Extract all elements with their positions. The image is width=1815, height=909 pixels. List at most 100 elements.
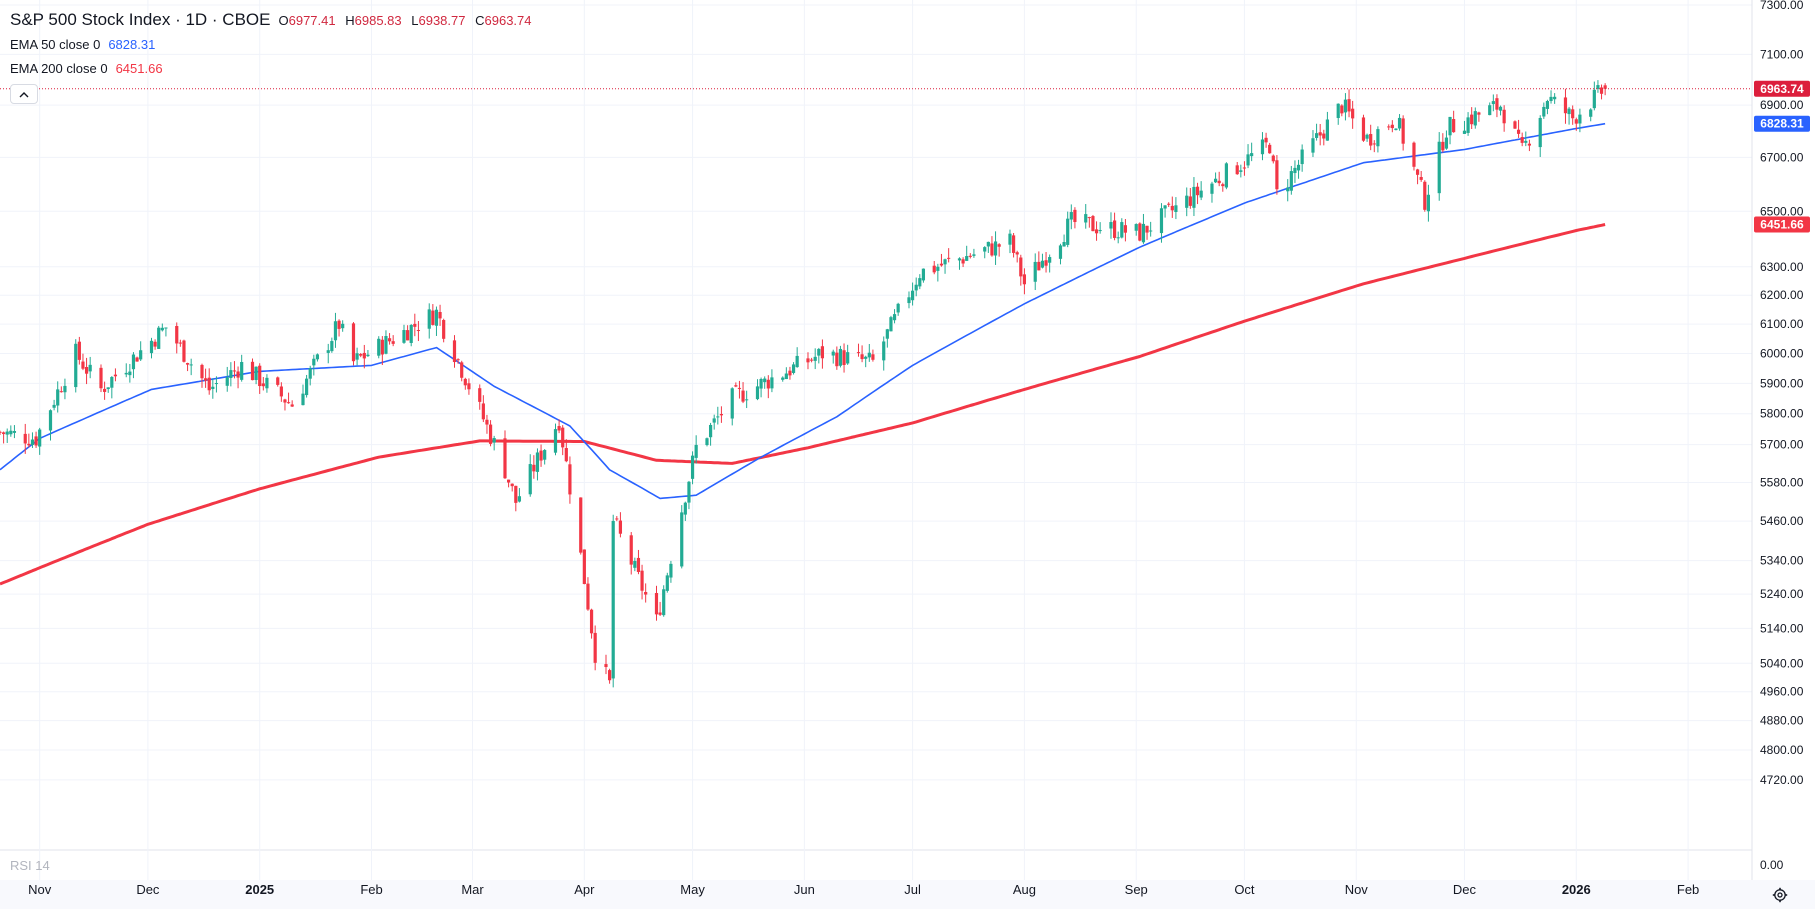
- candle-body: [1325, 119, 1330, 141]
- candle-body: [1520, 137, 1524, 143]
- candle-body: [1033, 261, 1037, 282]
- candle-body: [1542, 106, 1546, 117]
- ema50-label: EMA 50 close 0: [10, 36, 101, 52]
- candle-body: [618, 520, 623, 534]
- candle-body: [1516, 129, 1521, 134]
- candle-body: [175, 325, 179, 344]
- candle-body: [1174, 205, 1178, 212]
- close-label: C: [475, 12, 485, 28]
- ema50-line: [0, 122, 1606, 500]
- candle-body: [806, 358, 810, 363]
- candle-body: [1087, 217, 1091, 219]
- time-tick-label: Dec: [136, 882, 160, 897]
- price-tick-label: 5040.00: [1760, 656, 1804, 670]
- candle-body: [157, 327, 161, 349]
- candle-body: [1271, 155, 1275, 162]
- high-label: H: [345, 12, 355, 28]
- candle-body: [214, 383, 219, 385]
- time-tick-label: Oct: [1234, 882, 1255, 897]
- candle-body: [856, 352, 861, 354]
- candle-body: [1599, 87, 1604, 94]
- candle-body: [240, 361, 244, 380]
- ema200-legend[interactable]: EMA 200 close 0 6451.66: [10, 56, 538, 80]
- ema50-legend[interactable]: EMA 50 close 0 6828.31: [10, 32, 538, 56]
- candle-body: [990, 243, 994, 256]
- candle-body: [636, 557, 641, 572]
- collapse-legend-button[interactable]: [10, 84, 38, 104]
- candle-body: [178, 342, 182, 344]
- candle-body: [910, 290, 915, 301]
- candle-body: [103, 388, 107, 392]
- candle-body: [1066, 218, 1070, 245]
- candle-body: [510, 483, 514, 487]
- candle-body: [1213, 178, 1218, 183]
- candle-body: [185, 363, 190, 365]
- candle-body: [1286, 187, 1290, 192]
- candle-body: [456, 359, 460, 361]
- candle-body: [211, 386, 215, 389]
- candle-body: [1318, 132, 1322, 136]
- candle-body: [1199, 190, 1203, 198]
- gear-icon[interactable]: [1770, 885, 1790, 905]
- ema50-value: 6828.31: [108, 36, 156, 52]
- candle-body: [734, 385, 738, 387]
- candle-body: [27, 443, 31, 446]
- rsi-pane-label[interactable]: RSI 14: [10, 858, 50, 873]
- candle-body: [1491, 101, 1495, 105]
- candle-body: [705, 438, 709, 446]
- candle-body: [1376, 129, 1380, 147]
- time-axis[interactable]: Nov Dec 2025 Feb Mar Apr May Jun Jul Aug Sep Oct Nov…: [0, 880, 1815, 909]
- symbol-title[interactable]: S&P 500 Stock Index · 1D · CBOE: [10, 10, 271, 29]
- candle-body: [1390, 124, 1394, 129]
- candle-body: [52, 404, 56, 408]
- candle-body: [413, 323, 417, 327]
- candle-body: [604, 664, 608, 668]
- candle-body: [1596, 85, 1600, 89]
- candle-body: [1322, 133, 1326, 139]
- candle-body: [654, 592, 659, 615]
- candle-body: [1387, 126, 1391, 128]
- time-tick-label: Mar: [461, 882, 484, 897]
- candle-body: [564, 448, 568, 462]
- candle-body: [1094, 229, 1099, 234]
- candle-body: [1351, 108, 1355, 119]
- price-tick-label: 6700.00: [1760, 150, 1804, 164]
- ema200-label: EMA 200 close 0: [10, 60, 108, 76]
- candle-body: [261, 383, 265, 387]
- candle-body: [1210, 183, 1214, 194]
- candle-body: [589, 609, 594, 634]
- candle-body: [770, 377, 774, 389]
- price-tick-label: 4720.00: [1760, 773, 1804, 787]
- candle-body: [113, 374, 118, 377]
- candle-body: [276, 377, 280, 385]
- time-tick-label: Apr: [574, 882, 595, 897]
- candle-body: [1419, 177, 1423, 180]
- candle-body: [59, 391, 63, 393]
- candle-body: [315, 354, 320, 360]
- candle-body: [1495, 98, 1499, 110]
- candle-body: [791, 364, 796, 373]
- candle-body: [755, 386, 760, 400]
- candle-body: [1149, 230, 1153, 232]
- candle-body: [914, 284, 918, 291]
- low-value: 6938.77: [418, 12, 466, 28]
- candle-body: [265, 377, 269, 389]
- candle-body: [63, 385, 67, 393]
- candle-body: [427, 309, 431, 329]
- candle-body: [835, 352, 839, 367]
- candle-body: [1473, 111, 1477, 126]
- candle-body: [918, 278, 922, 287]
- candle-body: [1091, 216, 1095, 232]
- candle-body: [1120, 222, 1124, 238]
- candle-body: [330, 341, 334, 352]
- price-tick-label: 6200.00: [1760, 288, 1804, 302]
- candle-body: [88, 364, 92, 372]
- candle-body: [1462, 130, 1467, 134]
- candle-body: [1224, 163, 1229, 188]
- candle-body: [885, 329, 889, 339]
- price-axis[interactable]: 4720.00 4800.00 4880.00 4960.00 5040.00 5140.…: [1754, 0, 1810, 872]
- time-axis-background: [0, 880, 1815, 909]
- candle-body: [1167, 203, 1171, 205]
- candle-body: [993, 241, 998, 256]
